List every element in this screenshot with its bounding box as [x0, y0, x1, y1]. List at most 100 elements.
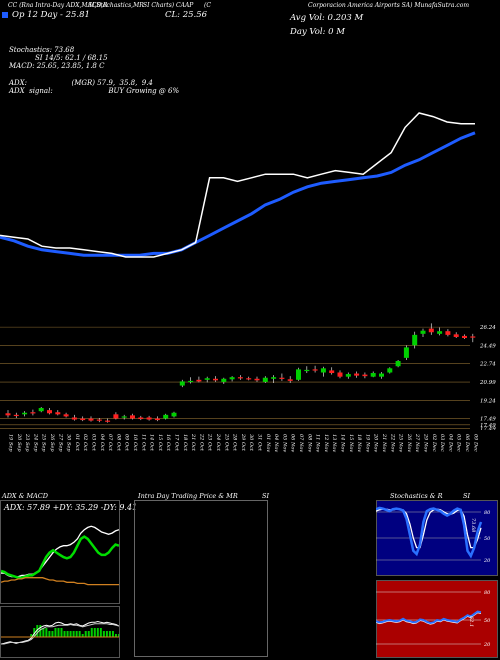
macd-hist-bar [45, 628, 48, 637]
date-tick-label: 25 Nov [398, 433, 404, 452]
avg-vol-label: Avg Vol: 0.203 M [290, 13, 364, 23]
price-tick-label: 17.49 [480, 423, 496, 429]
macd-hist-bar [75, 631, 78, 637]
macd-hist-bar [60, 628, 63, 637]
date-tick-label: 11 Nov [315, 434, 321, 452]
macd-hist-bar [87, 631, 90, 637]
candle-body [370, 373, 376, 377]
candle-body [262, 377, 268, 382]
date-tick-label: 14 Nov [340, 434, 346, 452]
stoch-panel-title: Stochastics & R [390, 492, 443, 500]
candle-body [229, 377, 235, 380]
date-tick-label: 01 Nov [265, 434, 271, 452]
stoch-tick-label: 50 [484, 536, 491, 542]
date-tick-label: 31 Oct [257, 434, 263, 452]
date-tick-label: 30 Oct [248, 434, 254, 452]
price-tick-label: 17.49 [480, 426, 496, 430]
header-title-3: SI Charts) CAAP [143, 2, 194, 9]
macd-chart [1, 620, 119, 645]
stoch-tick-label: 80 [484, 510, 491, 516]
candle-body [146, 417, 152, 420]
candle-body [470, 336, 476, 338]
date-tick-label: 08 Oct [115, 434, 121, 452]
date-tick-label: 28 Oct [232, 433, 238, 452]
date-tick-label: 02 Dec [431, 434, 437, 452]
date-tick-label: 04 Oct [99, 434, 105, 452]
candle-body [71, 417, 77, 420]
day-vol-label: Day Vol: 0 M [290, 27, 345, 37]
candle-body [88, 418, 94, 421]
intraday-panel-si: SI [262, 492, 270, 500]
macd-hist-bar [105, 631, 108, 637]
macd-hist-bar [102, 631, 105, 637]
si-readout: SI 14/5: 62.1 / 68.15 [35, 54, 108, 62]
date-tick-label: 27 Sep [57, 433, 63, 452]
date-tick-label: 13 Nov [331, 434, 337, 452]
candle-body [121, 416, 127, 418]
candle-body [320, 368, 326, 373]
rsi-value-label: 62.1 [468, 616, 474, 627]
date-tick-label: 22 Nov [389, 433, 395, 452]
candle-body [387, 368, 393, 373]
candle-body [362, 374, 368, 377]
candle-body [412, 334, 418, 346]
date-tick-label: 04 Nov [273, 434, 279, 452]
macd-hist-bar [111, 631, 114, 637]
date-tick-label: 29 Nov [423, 433, 429, 452]
candle-body [445, 331, 451, 335]
header-row1: CC (Rna Intra-Day ADX,MACD,R SI,Stochast… [0, 2, 500, 11]
stochastics-chart: 80 50 20 73.68 [376, 506, 491, 564]
macd-hist-bar [114, 634, 117, 637]
candle-body [287, 379, 293, 381]
date-tick-label: 05 Nov [281, 434, 287, 452]
ema-line [0, 131, 476, 257]
macd-signal-line [1, 623, 119, 645]
price-tick-label: 24.49 [479, 343, 496, 349]
candle-body [395, 361, 401, 367]
macd-hist-bar [118, 634, 119, 637]
adx-chart [1, 512, 119, 600]
rsi-white-line [376, 612, 482, 625]
candle-body [13, 414, 19, 417]
macd-hist-bar [39, 625, 42, 637]
price-grid [0, 326, 470, 429]
candle-body [237, 377, 243, 379]
header-title-2: SI,Stochastics,MR [88, 2, 144, 9]
adx-panel: ADX: 57.89 +DY: 35.29 -DY: 9.41 [0, 500, 137, 604]
candle-body [188, 380, 194, 383]
date-tick-label: 04 Dec [447, 434, 453, 452]
date-tick-label: 09 Oct [124, 434, 130, 452]
date-tick-label: 30 Sep [66, 434, 72, 452]
candle-body [63, 414, 69, 417]
candle-body [312, 369, 318, 371]
macd-hist-bar [78, 631, 81, 637]
candle-body [379, 373, 384, 377]
date-tick-label: 14 Oct [149, 434, 155, 452]
candle-body [163, 414, 169, 419]
legend-swatch-blue [2, 12, 8, 18]
macd-hist-bar [33, 628, 36, 637]
candle-body [246, 378, 252, 380]
price-line [0, 112, 475, 258]
adx-signal-readout: ADX signal: BUY Growing @ 6% [9, 87, 180, 95]
candle-body [279, 377, 285, 379]
date-tick-label: 25 Sep [41, 433, 47, 452]
stoch-tick-label: 20 [483, 558, 491, 564]
date-tick-label: 18 Oct [182, 434, 188, 452]
candle-body [80, 418, 86, 421]
candle-body [437, 331, 443, 334]
candle-body [138, 417, 144, 420]
date-tick-label: 20 Sep [16, 433, 22, 452]
macd-hist-bar [66, 631, 69, 637]
date-axis: 19 Sep 20 Sep 23 Sep 24 Sep 25 Sep 26 Sep 27 S… [8, 433, 479, 452]
candle-body [130, 415, 135, 419]
stoch-fast-line [376, 506, 483, 559]
date-tick-label: 20 Nov [373, 433, 379, 452]
date-tick-label: 15 Oct [157, 434, 163, 452]
macd-hist-bar [90, 628, 93, 637]
header-title-4: (C [204, 2, 211, 9]
date-tick-label: 26 Sep [49, 433, 55, 452]
macd-hist-bar [30, 634, 33, 637]
